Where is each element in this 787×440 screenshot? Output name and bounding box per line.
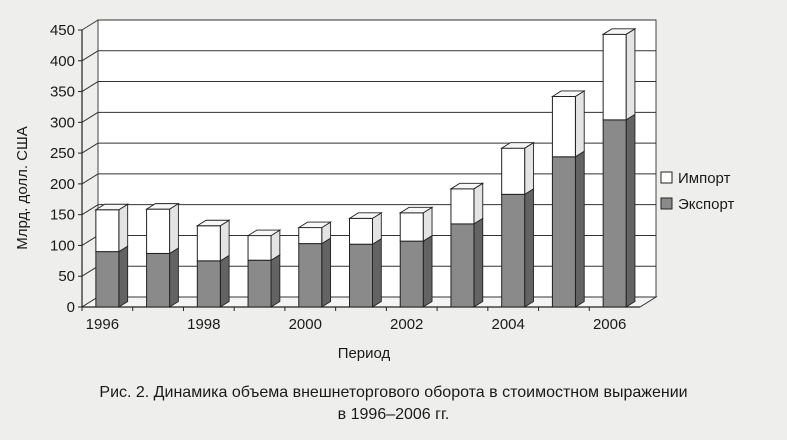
caption-line-2: в 1996–2006 гг. bbox=[337, 406, 450, 423]
bar-segment bbox=[551, 95, 576, 158]
gridline-side bbox=[81, 235, 99, 246]
y-tick-label: 0 bbox=[67, 299, 75, 316]
gridline-side bbox=[81, 81, 99, 92]
bar-side bbox=[219, 254, 230, 308]
bar-side bbox=[473, 217, 484, 308]
bar-segment bbox=[450, 188, 475, 225]
bar-segment bbox=[247, 259, 272, 308]
bar-segment bbox=[551, 156, 576, 308]
bar-segment bbox=[146, 208, 171, 254]
bar-segment bbox=[146, 252, 171, 308]
bar-segment bbox=[501, 147, 526, 195]
bar-segment bbox=[298, 243, 323, 308]
bar-side bbox=[524, 141, 534, 196]
bar-segment bbox=[298, 227, 323, 245]
bar-segment bbox=[602, 33, 627, 121]
bar-top bbox=[601, 28, 637, 35]
bar-segment bbox=[95, 209, 120, 253]
bar-segment bbox=[399, 240, 424, 308]
bar-side bbox=[574, 150, 585, 308]
gridline-side bbox=[81, 265, 99, 277]
bar-segment bbox=[95, 251, 120, 308]
bar-side bbox=[625, 113, 636, 308]
bar-side bbox=[169, 247, 179, 308]
bar-side bbox=[270, 253, 281, 308]
legend-swatch bbox=[660, 197, 673, 210]
bar-segment bbox=[501, 193, 526, 308]
bar-top bbox=[449, 182, 485, 190]
bar-side bbox=[321, 237, 332, 308]
bar-side bbox=[372, 237, 382, 308]
x-tick-label: 2000 bbox=[289, 316, 322, 333]
bar-side bbox=[473, 182, 484, 225]
x-tick-label: 2002 bbox=[390, 316, 423, 333]
gridline-side bbox=[81, 19, 99, 31]
bar-top bbox=[347, 212, 383, 219]
bar-top bbox=[500, 142, 536, 149]
bar-side bbox=[625, 27, 636, 121]
x-tick-label: 2004 bbox=[491, 316, 524, 333]
ticks: 0 50 100 150 200 250 300 350 400 450 1996 1998 2000 2… bbox=[50, 22, 626, 333]
gridline-side bbox=[81, 50, 99, 62]
bar-side bbox=[118, 245, 129, 308]
y-tick-label: 450 bbox=[50, 22, 75, 39]
bar-segment bbox=[247, 235, 272, 261]
gridline-side bbox=[81, 173, 99, 185]
y-tick-label: 250 bbox=[50, 145, 75, 162]
chart: 0 50 100 150 200 250 300 350 400 450 1996 1998 2000 2… bbox=[14, 19, 734, 362]
legend-swatch bbox=[660, 171, 673, 184]
y-tick-label: 150 bbox=[50, 207, 75, 224]
figure-caption: Рис. 2. Динамика объема внешнеторгового … bbox=[0, 382, 787, 426]
gridline-side bbox=[81, 204, 99, 216]
bar-top bbox=[246, 229, 282, 237]
bar-side bbox=[219, 219, 230, 262]
y-tick-label: 350 bbox=[50, 84, 75, 101]
bar-segment bbox=[349, 217, 373, 245]
x-tick-label: 2006 bbox=[593, 316, 626, 333]
bar-segment bbox=[196, 260, 221, 308]
y-axis-title: Млрд. долл. США bbox=[14, 126, 31, 250]
bars bbox=[94, 27, 637, 308]
x-axis-title: Период bbox=[338, 345, 391, 362]
legend: Импорт Экспорт bbox=[660, 170, 734, 213]
bar-segment bbox=[602, 119, 627, 308]
bar-side bbox=[169, 202, 179, 255]
y-tick-label: 50 bbox=[58, 268, 75, 285]
bar-segment bbox=[450, 223, 475, 308]
gridline-side bbox=[81, 142, 99, 154]
y-tick-label: 300 bbox=[50, 114, 75, 131]
x-tick-label: 1998 bbox=[187, 316, 220, 333]
y-tick-label: 400 bbox=[50, 53, 75, 70]
bar-segment bbox=[196, 225, 221, 262]
bar-top bbox=[145, 203, 180, 210]
bar-top bbox=[195, 219, 231, 227]
bar-side bbox=[422, 234, 433, 308]
bar-top bbox=[550, 90, 586, 97]
x-tick-label: 1996 bbox=[86, 316, 119, 333]
y-tick-label: 200 bbox=[50, 176, 75, 193]
bar-top bbox=[94, 203, 130, 211]
y-tick-label: 100 bbox=[50, 237, 75, 254]
bar-segment bbox=[349, 243, 373, 308]
bar-side bbox=[574, 90, 585, 158]
bar-top bbox=[297, 221, 333, 229]
legend-label: Экспорт bbox=[678, 196, 734, 213]
bar-side bbox=[118, 203, 129, 253]
bar-segment bbox=[399, 212, 424, 242]
caption-line-1: Рис. 2. Динамика объема внешнеторгового … bbox=[99, 384, 688, 401]
gridline-side bbox=[81, 111, 99, 123]
bar-side bbox=[524, 188, 534, 308]
bar-top bbox=[398, 206, 434, 214]
legend-label: Импорт bbox=[678, 170, 731, 187]
